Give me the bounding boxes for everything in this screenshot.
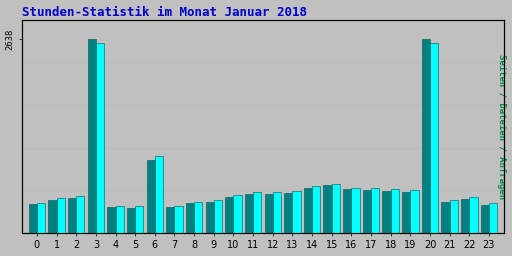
Bar (214, 200, 222, 233)
Bar (461, 199, 470, 233)
Bar (186, 204, 194, 233)
Bar (304, 188, 312, 233)
Bar (351, 188, 359, 233)
Bar (422, 39, 430, 233)
Bar (391, 189, 399, 233)
Bar (175, 206, 183, 233)
Bar (253, 192, 261, 233)
Bar (48, 200, 57, 233)
Bar (225, 197, 233, 233)
Bar (194, 201, 202, 233)
Bar (57, 198, 65, 233)
Bar (410, 190, 419, 233)
Bar (371, 188, 379, 233)
Bar (76, 196, 84, 233)
Bar (363, 190, 371, 233)
Y-axis label: Seiten / Dateien / Anfragen: Seiten / Dateien / Anfragen (498, 54, 506, 199)
Bar (245, 194, 253, 233)
Bar (68, 198, 76, 233)
Bar (470, 197, 478, 233)
Bar (205, 202, 214, 233)
Bar (450, 200, 458, 233)
Bar (324, 185, 332, 233)
Text: Stunden-Statistik im Monat Januar 2018: Stunden-Statistik im Monat Januar 2018 (22, 6, 307, 18)
Bar (233, 195, 242, 233)
Bar (430, 42, 438, 233)
Bar (382, 191, 391, 233)
Bar (441, 202, 450, 233)
Bar (96, 42, 104, 233)
Bar (343, 189, 351, 233)
Bar (273, 192, 281, 233)
Bar (146, 160, 155, 233)
Bar (127, 208, 135, 233)
Bar (292, 191, 301, 233)
Bar (155, 156, 163, 233)
Bar (402, 192, 410, 233)
Bar (489, 203, 497, 233)
Bar (166, 207, 175, 233)
Bar (312, 186, 321, 233)
Bar (265, 194, 273, 233)
Bar (108, 207, 116, 233)
Bar (332, 184, 340, 233)
Bar (116, 206, 124, 233)
Bar (88, 39, 96, 233)
Bar (37, 203, 45, 233)
Bar (481, 205, 489, 233)
Bar (29, 204, 37, 233)
Bar (284, 193, 292, 233)
Bar (135, 206, 143, 233)
